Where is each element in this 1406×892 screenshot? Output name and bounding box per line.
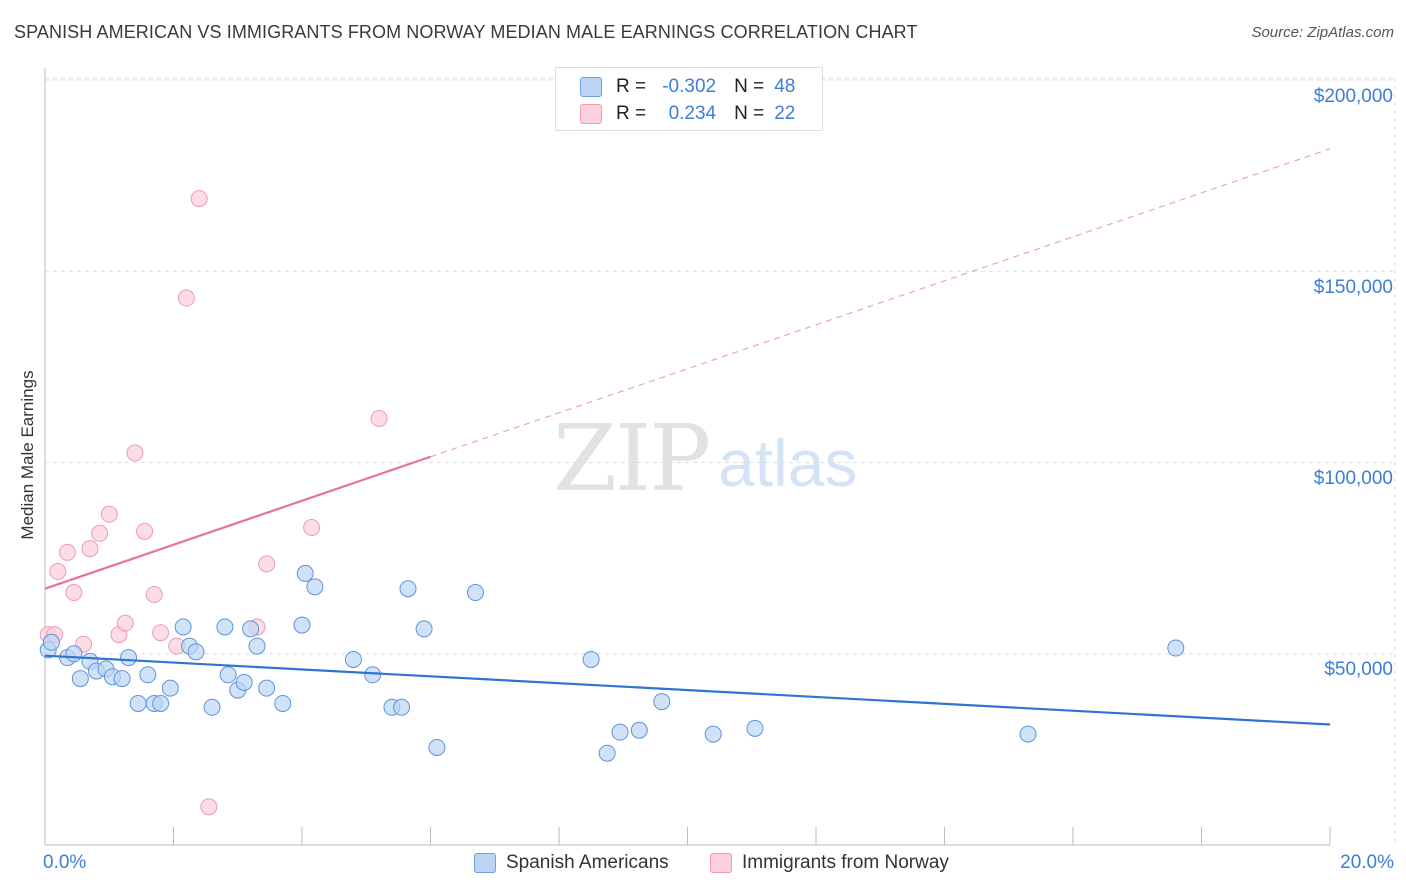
spanish-american-point	[274, 694, 292, 712]
spanish-american-point	[364, 666, 382, 684]
spanish-american-point	[1019, 725, 1037, 743]
spanish-american-point	[704, 725, 722, 743]
norway-point	[116, 614, 134, 632]
spanish-american-point	[216, 618, 234, 636]
norway-point	[200, 798, 218, 816]
spanish-american-point	[653, 693, 671, 711]
x-tick-label-20: 20.0%	[1340, 852, 1394, 873]
bottom-legend-swatch-blue	[474, 853, 496, 873]
spanish-american-point	[428, 738, 446, 756]
norway-point	[152, 624, 170, 642]
correlation-legend: R = -0.302 N = 48 R = 0.234 N = 22	[555, 67, 823, 131]
spanish-american-point	[393, 698, 411, 716]
y-tick-label-100000: $100,000	[1313, 468, 1393, 489]
legend-n-value: 22	[774, 103, 796, 124]
legend-row-spanish-americans: R = -0.302 N = 48	[580, 75, 795, 99]
norway-trendline-extension	[430, 148, 1331, 458]
spanish-american-point	[71, 670, 89, 688]
spanish-american-point	[120, 649, 138, 667]
spanish-american-point	[65, 645, 83, 663]
norway-point	[303, 519, 321, 537]
legend-r-label: R =	[616, 103, 647, 124]
norway-point	[81, 540, 99, 558]
bottom-legend-label: Spanish Americans	[506, 852, 669, 873]
spanish-american-point	[611, 723, 629, 741]
legend-n-value: 48	[774, 76, 796, 97]
y-tick-label-50000: $50,000	[1324, 659, 1393, 680]
spanish-american-point	[113, 670, 131, 688]
norway-point	[65, 584, 83, 602]
bottom-legend-spanish-americans[interactable]: Spanish Americans	[474, 852, 669, 874]
norway-point	[370, 410, 388, 428]
spanish-american-point	[296, 564, 314, 582]
bottom-legend-swatch-pink	[710, 853, 732, 873]
spanish-american-point	[258, 679, 276, 697]
norway-point	[49, 563, 67, 581]
spanish-american-point	[242, 620, 260, 638]
spanish-american-point	[630, 721, 648, 739]
source-label: Source: ZipAtlas.com	[1251, 24, 1394, 41]
y-tick-label-150000: $150,000	[1313, 277, 1393, 298]
legend-n-label: N =	[734, 103, 765, 124]
spanish-american-point	[293, 616, 311, 634]
spanish-american-point	[1167, 639, 1185, 657]
norway-point	[258, 555, 276, 573]
spanish-americans-trendline	[44, 654, 1331, 726]
spanish-american-point	[219, 666, 237, 684]
legend-r-value: 0.234	[668, 103, 717, 124]
y-tick-label-200000: $200,000	[1313, 86, 1393, 107]
legend-swatch-blue	[580, 77, 602, 97]
spanish-american-point	[187, 643, 205, 661]
norway-point	[91, 524, 109, 542]
x-tick-label-0: 0.0%	[43, 852, 87, 873]
spanish-american-point	[399, 580, 417, 598]
spanish-american-point	[248, 637, 266, 655]
legend-r-label: R =	[616, 76, 647, 97]
spanish-american-point	[746, 719, 764, 737]
norway-point	[100, 505, 118, 523]
spanish-american-point	[174, 618, 192, 636]
norway-trendline	[44, 455, 431, 590]
norway-point	[136, 522, 154, 540]
spanish-american-point	[466, 584, 484, 602]
bottom-legend-label: Immigrants from Norway	[742, 852, 949, 873]
norway-point	[126, 444, 144, 462]
spanish-american-point	[235, 673, 253, 691]
norway-point	[145, 585, 163, 603]
spanish-american-point	[415, 620, 433, 638]
bottom-legend-immigrants-norway[interactable]: Immigrants from Norway	[710, 852, 949, 874]
legend-swatch-pink	[580, 104, 602, 124]
norway-point	[177, 289, 195, 307]
spanish-american-point	[129, 694, 147, 712]
spanish-american-point	[582, 650, 600, 668]
spanish-american-point	[42, 633, 60, 651]
spanish-american-point	[139, 666, 157, 684]
legend-n-label: N =	[734, 76, 765, 97]
norway-point	[190, 190, 208, 208]
spanish-american-point	[598, 744, 616, 762]
spanish-american-point	[203, 698, 221, 716]
spanish-american-point	[152, 694, 170, 712]
watermark-zip: ZIP	[553, 405, 711, 512]
spanish-american-point	[344, 650, 362, 668]
spanish-american-point	[161, 679, 179, 697]
spanish-american-point	[306, 578, 324, 596]
legend-r-value: -0.302	[662, 76, 717, 97]
y-axis-label: Median Male Earnings	[18, 370, 37, 540]
legend-row-immigrants-norway: R = 0.234 N = 22	[580, 102, 795, 126]
norway-point	[58, 543, 76, 561]
chart-title: SPANISH AMERICAN VS IMMIGRANTS FROM NORW…	[14, 22, 918, 42]
